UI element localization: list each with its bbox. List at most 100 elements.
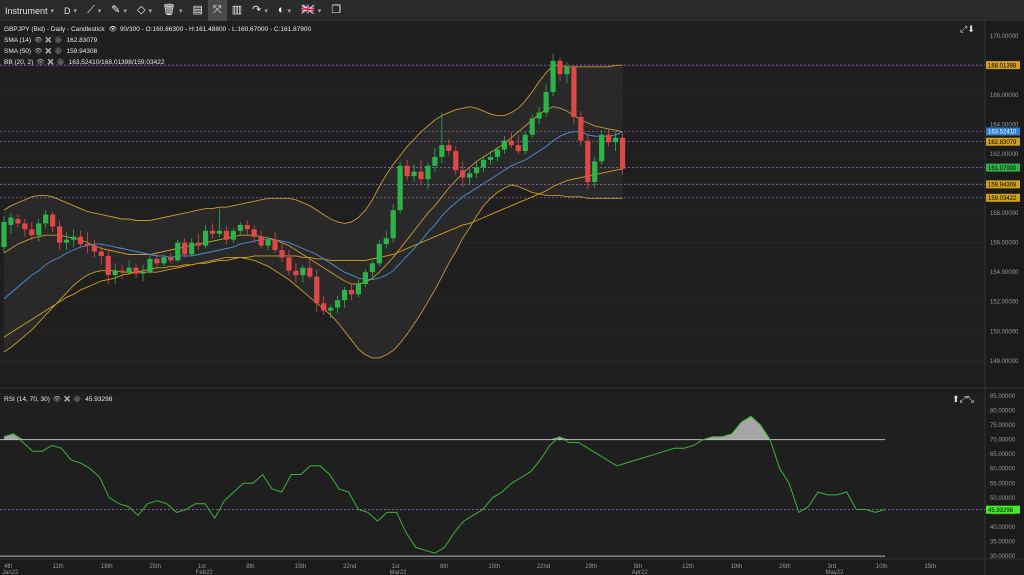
candle-body[interactable] [175, 242, 181, 261]
candle-body[interactable] [29, 229, 35, 236]
candle-body[interactable] [265, 239, 271, 246]
candle-body[interactable] [22, 223, 28, 230]
candle-body[interactable] [293, 270, 299, 276]
candle-body[interactable] [411, 171, 417, 177]
candle-body[interactable] [362, 272, 368, 285]
candle-body[interactable] [216, 230, 223, 234]
candle-body[interactable] [98, 251, 104, 256]
candle-body[interactable] [383, 238, 389, 245]
candle-body[interactable] [279, 250, 285, 258]
candle-body[interactable] [599, 134, 605, 162]
candle-body[interactable] [460, 170, 466, 178]
candle-body[interactable] [571, 66, 577, 118]
candle-body[interactable] [557, 60, 563, 75]
candle-body[interactable] [133, 267, 139, 274]
candle-body[interactable] [515, 145, 521, 152]
candle-body[interactable] [536, 112, 542, 119]
shapes-tool[interactable]: ◇ ▾ [132, 0, 157, 21]
candle-body[interactable] [467, 173, 473, 178]
candle-body[interactable] [244, 224, 250, 230]
candle-body[interactable] [1, 221, 7, 248]
candle-body[interactable] [592, 161, 598, 183]
chart-area[interactable]: 170.00000168.00000166.00000164.00000162.… [0, 21, 1024, 575]
candle-body[interactable] [209, 230, 216, 234]
candle-body[interactable] [397, 165, 403, 211]
expand-panel-icon[interactable]: ⤢⬇ [959, 25, 975, 35]
pen-tool[interactable]: ✎ ▾ [106, 0, 132, 21]
candle-body[interactable] [446, 145, 452, 152]
indicators-tool[interactable]: ▥ [227, 0, 247, 21]
candle-body[interactable] [501, 140, 507, 150]
candle-body[interactable] [487, 156, 494, 160]
instrument-dropdown[interactable]: Instrument ▾ [0, 0, 59, 21]
trash-tool[interactable]: 🗑 ▾ [157, 0, 187, 21]
candle-body[interactable] [418, 171, 424, 180]
window-tool[interactable]: ❐ [326, 0, 346, 21]
candle-body[interactable] [585, 140, 591, 183]
candle-body[interactable] [522, 134, 528, 152]
candle-body[interactable] [543, 91, 549, 113]
candle-body[interactable] [196, 242, 202, 246]
candle-body[interactable] [8, 217, 14, 225]
candle-body[interactable] [202, 230, 209, 246]
candle-body[interactable] [119, 270, 125, 273]
candle-body[interactable] [404, 165, 410, 177]
candle-body[interactable] [606, 134, 612, 143]
candle-body[interactable] [494, 149, 501, 157]
candle-body[interactable] [529, 118, 535, 135]
candle-body[interactable] [390, 210, 396, 239]
candle-body[interactable] [36, 223, 42, 236]
rsi-legend[interactable]: RSI (14, 70, 30) 👁 ✖ ⚙ 45.93298 [4, 395, 113, 403]
candle-body[interactable] [112, 270, 118, 276]
period-dropdown[interactable]: D ▾ [59, 0, 82, 21]
candle-body[interactable] [230, 230, 236, 240]
candle-body[interactable] [439, 145, 445, 157]
candle-body[interactable] [314, 276, 320, 304]
sma14-legend[interactable]: SMA (14) 👁 ✖ ⚙ 162.83079 [4, 36, 98, 44]
candle-body[interactable] [425, 165, 431, 180]
candle-body[interactable] [223, 230, 229, 240]
move-panel-icon[interactable]: ⬆⤢⤡ [952, 395, 974, 405]
candle-body[interactable] [341, 289, 348, 301]
candle-body[interactable] [189, 242, 195, 255]
candle-body[interactable] [432, 156, 438, 166]
candle-body[interactable] [251, 229, 257, 237]
candle-body[interactable] [453, 151, 459, 171]
candle-body[interactable] [307, 267, 313, 277]
candle-body[interactable] [619, 137, 626, 169]
bb-legend[interactable]: BB (20, 2) 👁 ✖ ⚙ 163.52410/168.01398/159.0… [4, 58, 165, 66]
candle-body[interactable] [84, 244, 90, 246]
candle-body[interactable] [161, 257, 167, 264]
candle-body[interactable] [50, 214, 56, 227]
candle-body[interactable] [70, 236, 77, 240]
candle-body[interactable] [140, 272, 146, 274]
candle-body[interactable] [286, 257, 292, 271]
candle-body[interactable] [480, 159, 487, 168]
candle-body[interactable] [355, 284, 362, 295]
candle-body[interactable] [369, 263, 375, 273]
candle-body[interactable] [77, 236, 84, 245]
rsi-panel[interactable] [0, 393, 985, 559]
candle-body[interactable] [564, 66, 570, 75]
candle-body[interactable] [578, 117, 584, 141]
candle-body[interactable] [508, 140, 514, 146]
candle-body[interactable] [168, 257, 174, 261]
language-flag[interactable]: 🇬🇧 ▾ [296, 0, 326, 21]
candle-body[interactable] [91, 245, 97, 252]
candle-body[interactable] [237, 224, 243, 231]
theme-tool[interactable]: ◐ ▾ [273, 0, 296, 21]
candle-body[interactable] [348, 289, 355, 295]
share-tool[interactable]: ↷ ▾ [247, 0, 273, 21]
fullscreen-tool[interactable]: ⤧ [207, 0, 227, 21]
candle-body[interactable] [300, 267, 306, 276]
candle-body[interactable] [328, 307, 334, 311]
candle-body[interactable] [43, 214, 49, 224]
candle-body[interactable] [126, 267, 132, 273]
candle-body[interactable] [258, 236, 264, 246]
candle-body[interactable] [147, 258, 153, 273]
candle-body[interactable] [15, 218, 21, 224]
candle-body[interactable] [63, 239, 70, 243]
price-panel[interactable] [0, 21, 985, 383]
candle-body[interactable] [335, 300, 341, 308]
candle-body[interactable] [376, 244, 382, 264]
